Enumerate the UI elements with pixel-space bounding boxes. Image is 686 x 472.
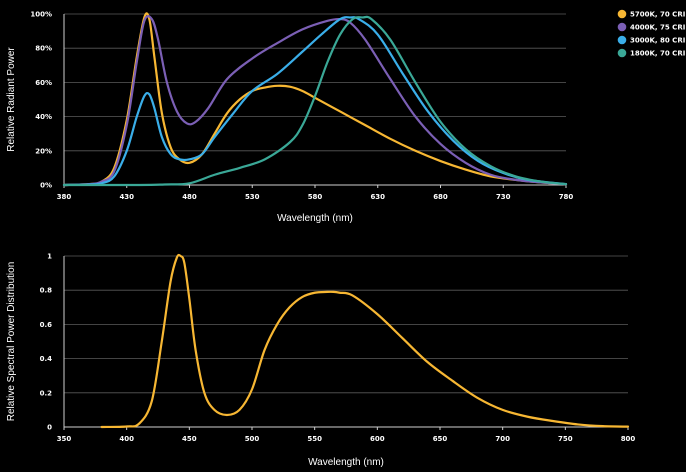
x-tick-label: 500	[245, 435, 260, 443]
y-tick-label: 40%	[35, 113, 52, 121]
x-tick-label: 550	[307, 435, 322, 443]
legend-swatch	[617, 9, 627, 19]
legend-entry: 4000K, 75 CRI	[630, 24, 685, 32]
x-tick-label: 380	[57, 193, 72, 201]
y-tick-label: 20%	[35, 147, 52, 155]
y-axis-label: Relative Spectral Power Distribution	[6, 262, 17, 422]
x-axis-label: Wavelength (nm)	[277, 213, 353, 224]
x-tick-label: 800	[621, 435, 636, 443]
y-tick-label: 0%	[40, 182, 52, 190]
x-tick-label: 530	[245, 193, 260, 201]
radiant-power-legend: 5700K, 70 CRI 4000K, 75 CRI 3000K, 80 CRI 1…	[617, 9, 685, 58]
radiant-power-chart: 0% 20% 40% 60% 80% 100% 380 430 480 530 580 630 680 7…	[6, 11, 573, 225]
y-tick-label: 0.6	[40, 321, 53, 329]
legend-entry: 1800K, 70 CRI	[630, 50, 685, 58]
legend-swatch	[617, 48, 627, 58]
y-tick-label: 1	[47, 253, 52, 261]
x-tick-label: 600	[370, 435, 385, 443]
x-tick-label: 780	[559, 193, 574, 201]
y-axis-label: Relative Radiant Power	[6, 47, 17, 152]
spectral-distribution-chart: 0 0.2 0.4 0.6 0.8 1 350 400 450 500 550 600 650 700 75…	[6, 253, 635, 469]
x-tick-label: 400	[119, 435, 134, 443]
x-tick-label: 350	[57, 435, 72, 443]
x-tick-label: 630	[370, 193, 385, 201]
legend-entry: 5700K, 70 CRI	[630, 11, 685, 19]
y-tick-label: 0.8	[40, 287, 53, 295]
series-line-2	[62, 16, 568, 187]
x-tick-label: 700	[495, 435, 510, 443]
series-line-3	[62, 15, 568, 187]
y-tick-label: 0	[47, 424, 52, 432]
legend-swatch	[617, 22, 627, 32]
x-tick-label: 650	[433, 435, 448, 443]
x-tick-label: 450	[182, 435, 197, 443]
x-axis-label: Wavelength (nm)	[308, 457, 384, 468]
series-line-0	[100, 253, 630, 429]
x-tick-label: 430	[119, 193, 134, 201]
y-tick-label: 0.4	[40, 355, 53, 363]
x-tick-label: 750	[558, 435, 573, 443]
y-tick-label: 100%	[30, 11, 52, 19]
legend-swatch	[617, 35, 627, 45]
y-tick-label: 80%	[35, 45, 52, 53]
x-tick-label: 730	[496, 193, 511, 201]
x-tick-label: 480	[182, 193, 197, 201]
legend-entry: 3000K, 80 CRI	[630, 37, 685, 45]
y-tick-label: 0.2	[40, 389, 53, 397]
x-tick-label: 580	[308, 193, 323, 201]
y-tick-label: 60%	[35, 79, 52, 87]
x-tick-label: 680	[433, 193, 448, 201]
series-line-1	[62, 15, 568, 187]
